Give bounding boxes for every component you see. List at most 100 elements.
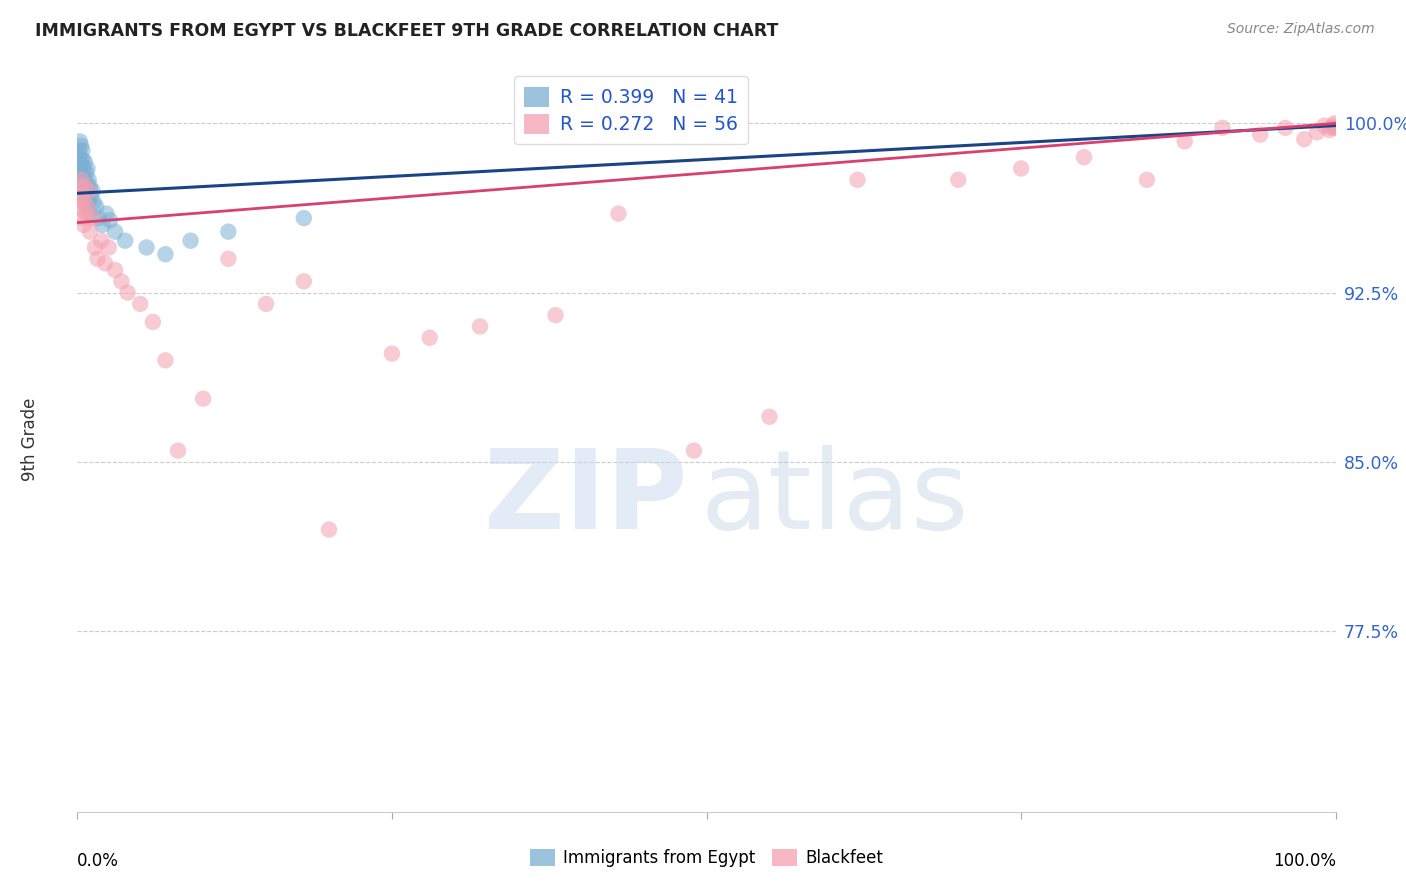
- Point: [72, 161, 94, 176]
- Point: [1319, 123, 1341, 137]
- Point: [758, 409, 780, 424]
- Point: [79, 225, 101, 239]
- Point: [72, 179, 94, 194]
- Text: 0.0%: 0.0%: [77, 853, 120, 871]
- Point: [1323, 116, 1346, 130]
- Point: [1010, 161, 1032, 176]
- Point: [1211, 120, 1233, 135]
- Point: [70, 202, 93, 216]
- Point: [155, 247, 177, 261]
- Point: [97, 240, 120, 254]
- Point: [292, 211, 315, 226]
- Point: [217, 252, 239, 266]
- Point: [70, 173, 93, 187]
- Point: [77, 184, 100, 198]
- Point: [846, 173, 869, 187]
- Point: [73, 179, 96, 194]
- Point: [72, 168, 94, 182]
- Point: [76, 179, 98, 194]
- Point: [1249, 128, 1271, 142]
- Point: [75, 206, 97, 220]
- Point: [1306, 125, 1329, 139]
- Point: [77, 195, 100, 210]
- Point: [1174, 135, 1197, 149]
- Point: [468, 319, 491, 334]
- Point: [1322, 119, 1344, 133]
- Point: [69, 166, 91, 180]
- Point: [254, 297, 277, 311]
- Point: [69, 135, 91, 149]
- Point: [948, 173, 970, 187]
- Point: [1313, 119, 1336, 133]
- Text: atlas: atlas: [700, 445, 969, 552]
- Point: [72, 195, 94, 210]
- Point: [86, 252, 108, 266]
- Point: [683, 443, 706, 458]
- Text: 9th Grade: 9th Grade: [21, 398, 38, 481]
- Point: [91, 218, 114, 232]
- Point: [69, 179, 91, 194]
- Point: [292, 274, 315, 288]
- Point: [73, 154, 96, 169]
- Point: [82, 184, 104, 198]
- Point: [98, 213, 121, 227]
- Point: [1073, 150, 1095, 164]
- Text: Source: ZipAtlas.com: Source: ZipAtlas.com: [1227, 22, 1375, 37]
- Point: [87, 211, 110, 226]
- Text: IMMIGRANTS FROM EGYPT VS BLACKFEET 9TH GRADE CORRELATION CHART: IMMIGRANTS FROM EGYPT VS BLACKFEET 9TH G…: [35, 22, 779, 40]
- Point: [110, 274, 132, 288]
- Point: [94, 256, 117, 270]
- Point: [96, 206, 118, 220]
- Point: [79, 179, 101, 194]
- Text: 100.0%: 100.0%: [1272, 853, 1336, 871]
- Point: [1136, 173, 1159, 187]
- Point: [1294, 132, 1316, 146]
- Point: [82, 211, 104, 226]
- Point: [67, 144, 90, 158]
- Point: [73, 184, 96, 198]
- Point: [1320, 120, 1343, 135]
- Point: [70, 173, 93, 187]
- Point: [84, 200, 107, 214]
- Point: [318, 523, 340, 537]
- Point: [90, 234, 112, 248]
- Point: [72, 153, 94, 167]
- Point: [70, 157, 93, 171]
- Point: [75, 166, 97, 180]
- Point: [544, 308, 567, 322]
- Point: [167, 443, 190, 458]
- Point: [76, 161, 98, 176]
- Point: [135, 240, 157, 254]
- Text: ZIP: ZIP: [484, 445, 688, 552]
- Point: [75, 195, 97, 210]
- Point: [155, 353, 177, 368]
- Legend: Immigrants from Egypt, Blackfeet: Immigrants from Egypt, Blackfeet: [523, 843, 890, 874]
- Point: [72, 144, 94, 158]
- Point: [79, 206, 101, 220]
- Point: [142, 315, 165, 329]
- Point: [104, 225, 127, 239]
- Point: [69, 150, 91, 164]
- Point: [129, 297, 152, 311]
- Point: [544, 120, 567, 135]
- Point: [1274, 120, 1296, 135]
- Point: [117, 285, 139, 300]
- Point: [114, 234, 136, 248]
- Point: [77, 173, 100, 187]
- Point: [72, 218, 94, 232]
- Point: [217, 225, 239, 239]
- Point: [72, 188, 94, 202]
- Point: [191, 392, 215, 406]
- Point: [73, 173, 96, 187]
- Point: [72, 188, 94, 202]
- Point: [607, 206, 630, 220]
- Point: [104, 263, 127, 277]
- Point: [67, 161, 90, 176]
- Point: [1323, 120, 1346, 135]
- Point: [70, 139, 93, 153]
- Point: [67, 188, 90, 202]
- Point: [381, 346, 404, 360]
- Point: [80, 188, 103, 202]
- Point: [76, 200, 98, 214]
- Point: [72, 211, 94, 226]
